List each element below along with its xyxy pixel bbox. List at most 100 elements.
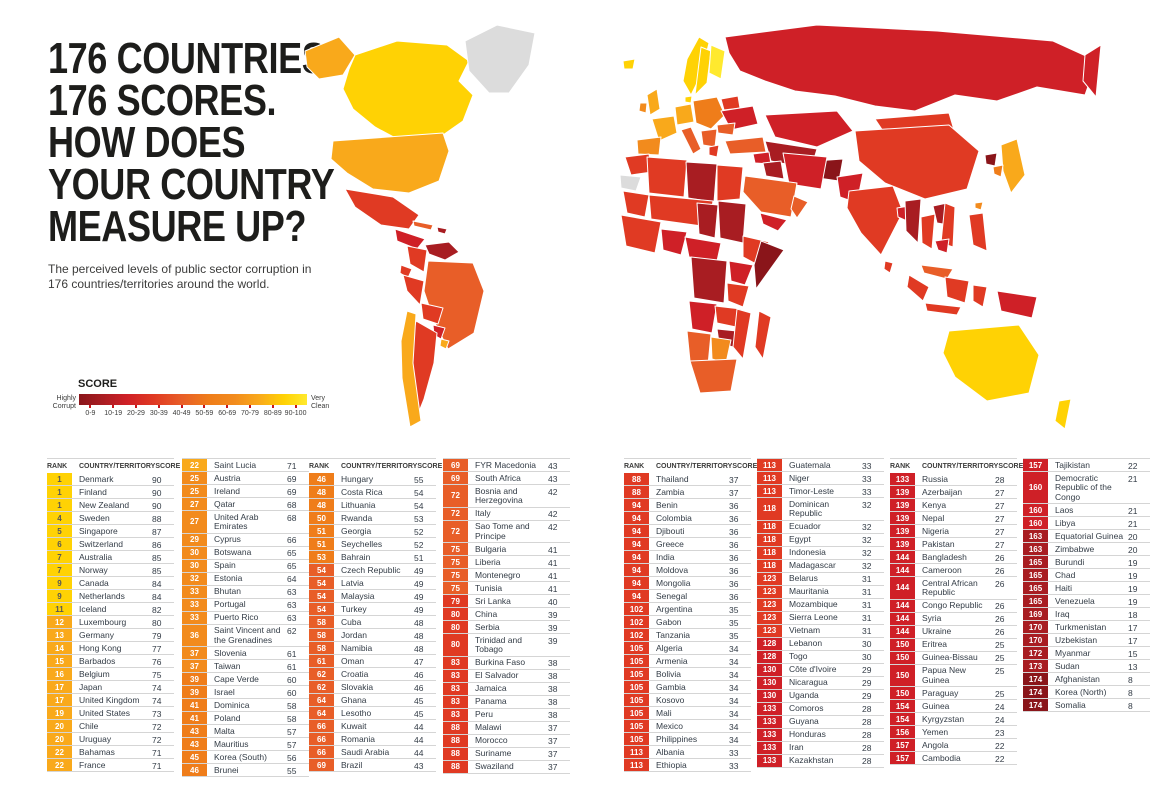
header-country: COUNTRY/TERRITORY (922, 462, 999, 470)
rank-badge: 123 (757, 624, 782, 637)
rank-badge: 58 (309, 629, 334, 641)
rank-badge: 39 (182, 686, 207, 698)
table-row: 157 Angola 22 (890, 739, 1017, 752)
region-ireland (638, 102, 648, 114)
country-score: 76 (152, 656, 162, 667)
table-row: 13 Germany 79 (47, 629, 174, 642)
country-name: Comoros (789, 703, 824, 713)
region-finland (708, 44, 726, 80)
rank-badge: 88 (624, 486, 649, 498)
table-row: 39 Israel 60 (182, 686, 309, 699)
rank-badge: 69 (443, 472, 468, 484)
country-name: Iran (789, 742, 804, 752)
table-row: 64 Lesotho 45 (309, 707, 436, 720)
region-united-states (330, 132, 450, 194)
country-score: 58 (287, 700, 297, 711)
country-name: Czech Republic (341, 564, 401, 575)
region-denmark (684, 95, 693, 104)
country-name: Angola (922, 739, 949, 750)
table-row: 7 Australia 85 (47, 551, 174, 564)
region-dr-congo (690, 256, 728, 304)
country-score: 57 (287, 739, 297, 750)
country-score: 39 (548, 622, 558, 633)
country-score: 8 (1128, 700, 1133, 711)
region-japan (1000, 138, 1026, 194)
table-row: 165 Venezuela 19 (1023, 595, 1150, 608)
country-name: Bosnia and Herzegovina (475, 485, 523, 505)
country-name: Belarus (789, 573, 818, 583)
country-score: 49 (414, 565, 424, 576)
country-name: Finland (79, 486, 107, 497)
country-name: Italy (475, 508, 491, 518)
rank-badge: 15 (47, 655, 72, 667)
country-name: Philippines (656, 733, 698, 744)
country-score: 47 (414, 656, 424, 667)
country-name: Swaziland (475, 761, 514, 771)
country-score: 90 (152, 487, 162, 498)
table-row: 94 Djibouti 36 (624, 525, 751, 538)
rank-badge: 113 (757, 485, 782, 497)
country-name: Nepal (922, 512, 945, 523)
country-score: 61 (287, 661, 297, 672)
table-row: 130 Nicaragua 29 (757, 676, 884, 690)
country-name: Malta (214, 725, 235, 736)
country-name: Greece (656, 538, 684, 549)
country-name: Panama (475, 696, 507, 706)
region-greenland (464, 24, 536, 94)
region-tanzania (726, 282, 750, 308)
country-name: Puerto Rico (214, 612, 259, 622)
country-score: 26 (995, 578, 1005, 589)
rank-badge: 94 (624, 499, 649, 511)
country-name: Yemen (922, 726, 949, 737)
rank-badge: 9 (47, 577, 72, 589)
country-score: 57 (287, 726, 297, 737)
country-score: 19 (1128, 583, 1138, 594)
table-row: 130 Côte d'Ivoire 29 (757, 663, 884, 677)
rank-badge: 144 (890, 551, 915, 563)
rank-badge: 72 (443, 507, 468, 520)
rank-badge: 43 (182, 738, 207, 750)
table-row: 88 Zambia 37 (624, 486, 751, 499)
country-score: 28 (862, 730, 872, 740)
country-score: 74 (152, 682, 162, 693)
country-name: Ukraine (922, 626, 952, 636)
country-score: 32 (862, 535, 872, 545)
rank-badge: 13 (47, 629, 72, 641)
legend-label-highly-corrupt: Highly Corrupt (52, 395, 76, 410)
table-row: 144 Congo Republic 26 (890, 599, 1017, 613)
rank-badge: 94 (624, 512, 649, 524)
country-score: 49 (414, 578, 424, 589)
country-score: 31 (862, 626, 872, 636)
country-score: 86 (152, 539, 162, 550)
country-name: Venezuela (1055, 595, 1095, 606)
country-name: Congo Republic (922, 600, 983, 610)
region-peru (402, 274, 425, 306)
country-score: 21 (1128, 473, 1138, 484)
region-iceland (622, 58, 636, 70)
country-score: 33 (862, 460, 872, 471)
country-name: Mauritania (789, 586, 829, 596)
country-name: Nicaragua (789, 677, 828, 687)
rank-badge: 29 (182, 533, 207, 546)
country-score: 19 (1128, 557, 1138, 568)
rank-badge: 66 (309, 720, 334, 732)
rank-badge: 150 (890, 664, 915, 686)
country-score: 25 (995, 666, 1005, 676)
country-name: Chad (1055, 569, 1076, 580)
header-country: COUNTRY/TERRITORY (656, 462, 733, 470)
rank-badge: 80 (443, 634, 468, 656)
rank-badge: 174 (1023, 686, 1048, 698)
table-row: 83 El Salvador 38 (443, 669, 570, 683)
region-philippines (968, 212, 988, 252)
table-row: 123 Belarus 31 (757, 572, 884, 586)
rank-badge: 54 (309, 564, 334, 576)
table-row: 165 Chad 19 (1023, 569, 1150, 582)
country-score: 71 (287, 460, 297, 471)
country-name: Kyrgyzstan (922, 713, 965, 724)
country-score: 27 (995, 500, 1005, 511)
table-row: 165 Burundi 19 (1023, 556, 1150, 569)
country-name: Georgia (341, 525, 372, 536)
rank-badge: 105 (624, 694, 649, 706)
region-romania (716, 122, 736, 136)
country-name: Benin (656, 499, 678, 510)
